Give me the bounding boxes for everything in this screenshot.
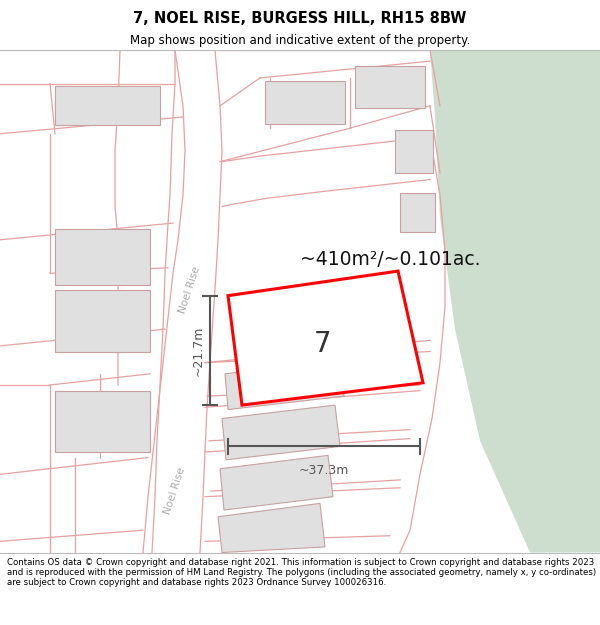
Text: 7: 7 [314, 330, 332, 358]
Polygon shape [430, 50, 600, 552]
Text: ~37.3m: ~37.3m [299, 464, 349, 478]
Text: Noel Rise: Noel Rise [178, 266, 202, 315]
Text: Noel Rise: Noel Rise [163, 466, 187, 516]
Text: ~410m²/~0.101ac.: ~410m²/~0.101ac. [300, 251, 481, 269]
Polygon shape [225, 361, 344, 409]
Bar [55, 290, 150, 351]
Polygon shape [218, 503, 325, 552]
Bar [265, 81, 345, 124]
Bar [55, 86, 160, 125]
Text: ~21.7m: ~21.7m [192, 325, 205, 376]
Bar [395, 131, 433, 173]
Polygon shape [228, 271, 423, 405]
Bar [55, 229, 150, 284]
Bar [355, 66, 425, 108]
Text: Contains OS data © Crown copyright and database right 2021. This information is : Contains OS data © Crown copyright and d… [7, 558, 596, 588]
Bar [55, 391, 150, 452]
Polygon shape [220, 456, 333, 510]
Bar [400, 193, 435, 232]
Polygon shape [222, 405, 340, 460]
Text: 7, NOEL RISE, BURGESS HILL, RH15 8BW: 7, NOEL RISE, BURGESS HILL, RH15 8BW [133, 11, 467, 26]
Text: Map shows position and indicative extent of the property.: Map shows position and indicative extent… [130, 34, 470, 47]
